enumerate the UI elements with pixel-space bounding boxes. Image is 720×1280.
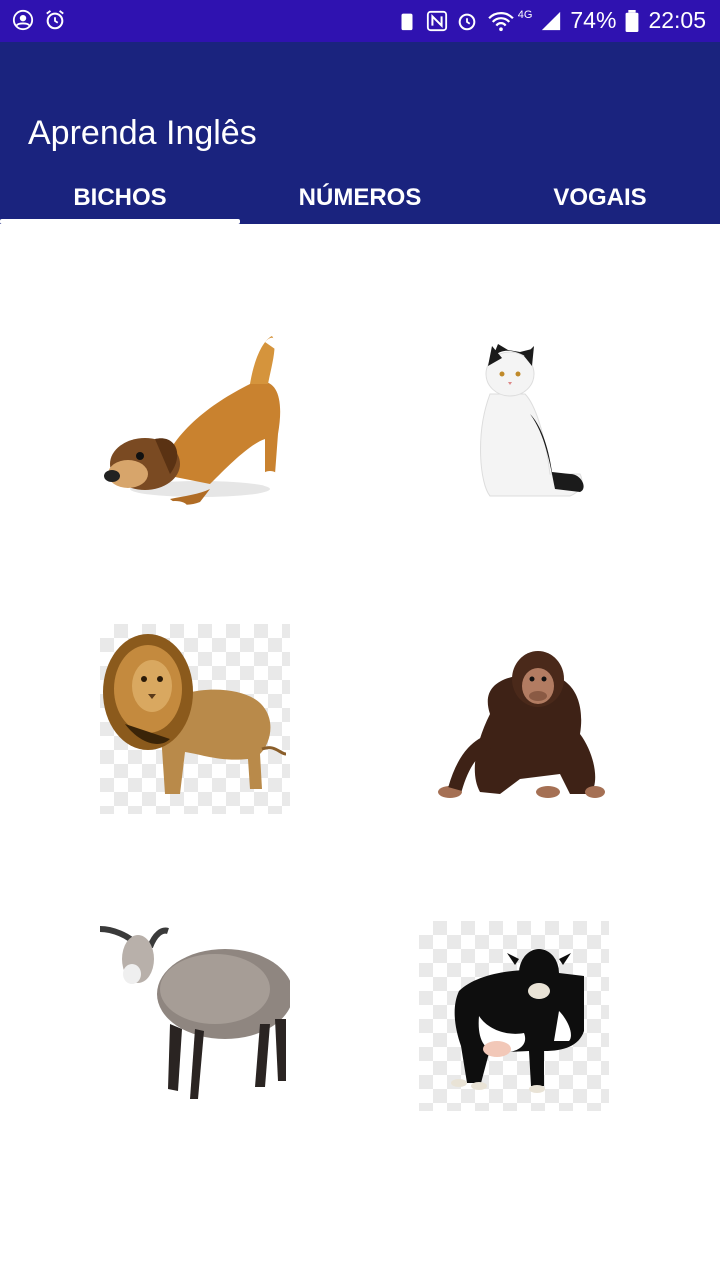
tab-vogais[interactable]: VOGAIS [553,184,647,211]
account-icon [12,9,34,31]
sheep-image[interactable] [100,919,290,1109]
alarm-icon [458,13,476,30]
battery-percent: 74% [570,7,617,33]
clock: 22:05 [648,7,706,33]
wifi-icon [487,11,514,31]
app-title: Aprenda Inglês [28,114,257,152]
network-type: 4G [517,8,533,21]
tab-numeros[interactable]: NÚMEROS [298,184,422,211]
alarm-icon [46,10,64,30]
nfc-icon [426,10,447,31]
lion-image[interactable] [100,624,290,814]
signal-icon [542,11,561,30]
tab-bichos[interactable]: BICHOS [0,162,240,224]
tab-bar: BICHOS NÚMEROS VOGAIS [0,162,720,224]
dog-image[interactable] [100,324,290,514]
app-bar: Aprenda Inglês BICHOS NÚMEROS VOGAIS [0,42,720,224]
battery-saver-icon [401,13,413,30]
status-bar: 4G 74% 22:05 [0,0,720,42]
battery-icon [626,9,639,32]
cat-image[interactable] [420,324,610,514]
monkey-image[interactable] [420,624,610,814]
cow-image[interactable] [419,921,609,1111]
animals-grid [0,224,720,1280]
